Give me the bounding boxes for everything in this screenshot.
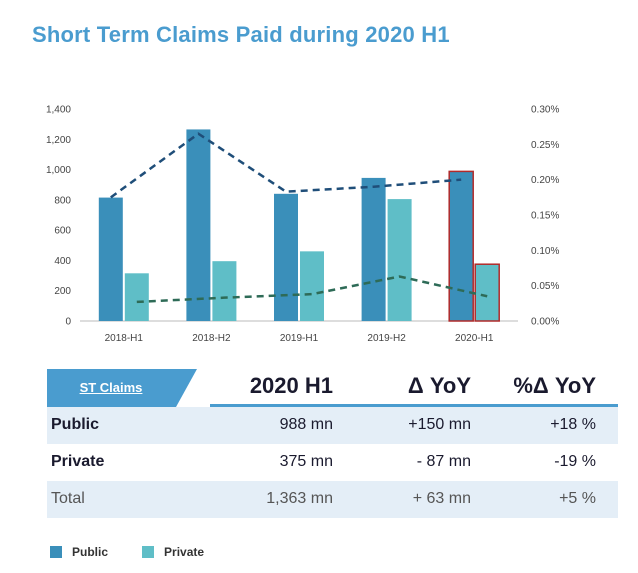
row-label: Public	[51, 416, 100, 433]
bar-private-2018-h2	[212, 261, 237, 321]
legend-swatch-public	[50, 546, 62, 558]
bar-private-2020-h1	[474, 263, 500, 322]
x-tick-label: 2018-H2	[192, 333, 231, 344]
cell-pct-delta: +18 %	[550, 416, 596, 433]
y2-tick-label: 0.30%	[531, 105, 559, 116]
bar-private-2019-h2	[387, 199, 412, 321]
y2-tick-label: 0.20%	[531, 175, 559, 186]
bar-public-2019-h1	[274, 193, 298, 321]
y2-tick-label: 0.15%	[531, 211, 559, 222]
st-claims-tab-label[interactable]: ST Claims	[79, 380, 143, 395]
y2-tick-label: 0.00%	[531, 317, 559, 328]
line-private-ratio	[136, 275, 488, 304]
y-tick-label: 1,400	[46, 105, 71, 116]
claims-table: ST Claims 2020 H1 Δ YoY %Δ YoY Public 98…	[47, 369, 618, 518]
legend: Public Private	[50, 545, 204, 559]
line-public-ratio	[110, 132, 462, 199]
cell-delta: +150 mn	[408, 416, 471, 433]
table-row-total: Total 1,363 mn + 63 mn +5 %	[47, 481, 618, 518]
table-header: ST Claims 2020 H1 Δ YoY %Δ YoY	[47, 369, 618, 407]
st-claims-tab[interactable]: ST Claims	[47, 369, 197, 407]
cell-value: 1,363 mn	[266, 490, 333, 507]
cell-delta: + 63 mn	[412, 490, 471, 507]
x-tick-label: 2020-H1	[455, 333, 494, 344]
x-tick-label: 2019-H2	[367, 333, 406, 344]
y2-tick-label: 0.05%	[531, 281, 559, 292]
cell-value: 988 mn	[279, 416, 333, 433]
x-tick-label: 2018-H1	[105, 333, 144, 344]
claims-chart: 0 200 400 600 800 1,000 1,200 1,400 0.00% 0.05% 0.…	[46, 105, 559, 345]
y-tick-label: 400	[54, 256, 71, 267]
y-tick-label: 600	[54, 226, 71, 237]
header-delta-yoy: Δ YoY	[407, 373, 471, 398]
cell-value: 375 mn	[279, 453, 333, 470]
bar-public-2018-h2	[186, 129, 211, 321]
cell-delta: - 87 mn	[416, 453, 471, 470]
row-label: Total	[51, 490, 85, 507]
y-tick-label: 1,000	[46, 165, 71, 176]
legend-label-public: Public	[72, 545, 109, 559]
y-tick-label: 1,200	[46, 135, 71, 146]
y2-tick-label: 0.25%	[531, 140, 559, 151]
y-tick-label: 800	[54, 195, 71, 206]
chart-title: Short Term Claims Paid during 2020 H1	[32, 22, 450, 47]
table-row-private: Private 375 mn - 87 mn -19 %	[47, 444, 618, 481]
table-row-public: Public 988 mn +150 mn +18 %	[47, 407, 618, 444]
y-tick-label: 200	[54, 286, 71, 297]
bar-private-2018-h1	[124, 273, 149, 321]
bar-public-2020-h1	[448, 170, 474, 322]
legend-item-private: Private	[142, 545, 204, 559]
legend-item-public: Public	[50, 545, 108, 559]
header-pct-delta-yoy: %Δ YoY	[513, 373, 596, 398]
bar-public-2018-h1	[98, 197, 123, 321]
x-tick-label: 2019-H1	[280, 333, 319, 344]
legend-swatch-private	[142, 546, 155, 558]
cell-pct-delta: +5 %	[559, 490, 596, 507]
header-rule	[210, 404, 618, 407]
row-label: Private	[51, 453, 105, 470]
y2-tick-label: 0.10%	[531, 246, 559, 257]
cell-pct-delta: -19 %	[554, 453, 596, 470]
legend-label-private: Private	[164, 545, 205, 559]
bar-public-2019-h2	[361, 177, 386, 321]
header-2020-h1: 2020 H1	[249, 373, 333, 398]
y-tick-label: 0	[65, 317, 71, 328]
bar-private-2019-h1	[300, 251, 324, 321]
